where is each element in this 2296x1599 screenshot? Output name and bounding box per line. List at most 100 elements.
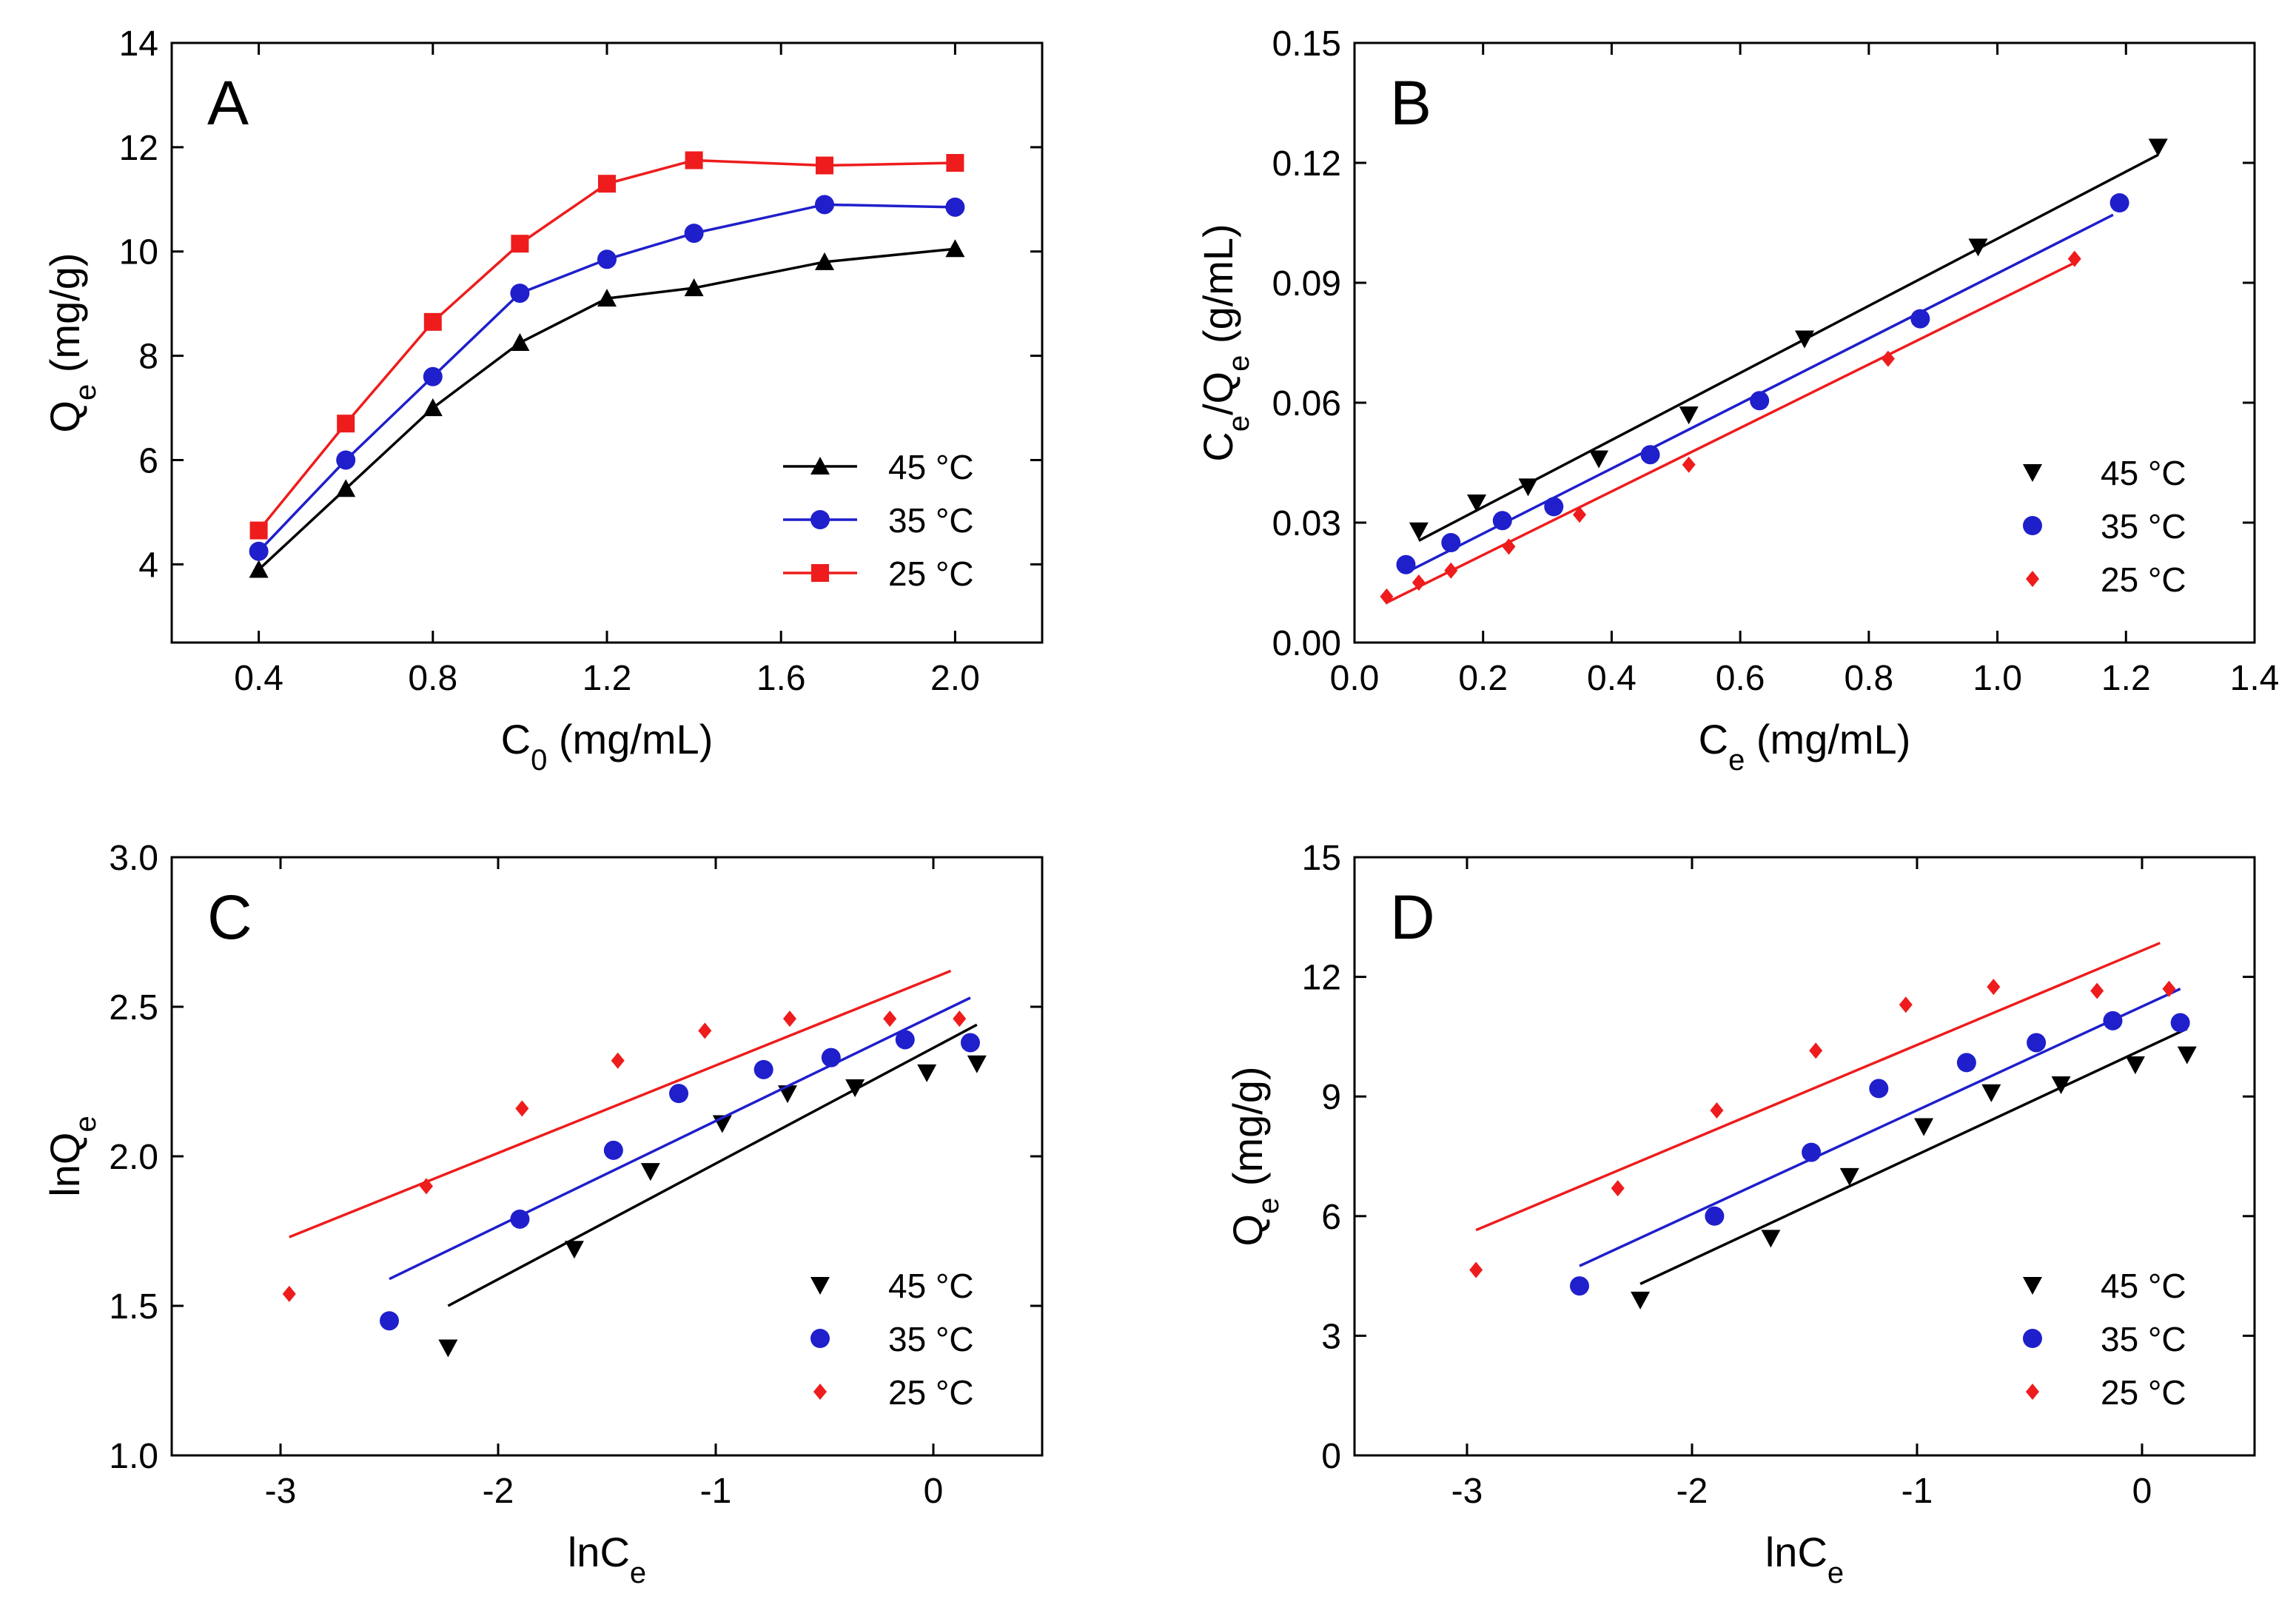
panel-c-data-point	[960, 1033, 980, 1053]
panel-c-y-tick-label: 1.0	[109, 1437, 158, 1476]
panel-b-legend-label: 35 °C	[2101, 507, 2186, 546]
panel-b-legend: 45 °C 35 °C 25 °C	[2023, 454, 2186, 599]
panel-c-data-point	[564, 1241, 584, 1259]
panel-c-x-tick-label: -3	[265, 1472, 297, 1511]
panel-c-data-point	[515, 1100, 529, 1117]
panel-a-data-point	[816, 156, 833, 175]
panel-b-x-tick-label: 0.2	[1458, 659, 1508, 698]
panel-c-data-point	[419, 1178, 433, 1195]
panel-c-data-point	[611, 1052, 625, 1069]
panel-d-data-point	[2162, 980, 2176, 997]
panel-d-data-point	[2170, 1013, 2190, 1033]
panel-b-data-point	[1441, 533, 1461, 552]
panel-a-data-point	[945, 197, 965, 217]
panel-b-x-tick-label: 0.6	[1716, 659, 1765, 698]
panel-d-data-point	[1611, 1180, 1625, 1197]
panel-a-legend-marker	[810, 510, 830, 529]
panel-b: 0.0 0.2 0.4 0.6 0.8 1.0 1.2 1.4 0.00 0.03 0.06 0.09…	[1195, 24, 2279, 777]
panel-a-data-point	[945, 239, 965, 258]
panel-d-x-axis-label: lnCe	[1765, 1529, 1844, 1589]
panel-c-data-point	[753, 1059, 773, 1079]
panel-a-data-point	[249, 521, 268, 540]
panel-a-series-line	[258, 158, 956, 532]
panel-a-y-tick-label: 6	[138, 441, 158, 480]
panel-c-data-point	[380, 1311, 399, 1331]
panel-d-data-point	[1956, 1053, 1976, 1073]
panel-d-series-35	[1570, 988, 2190, 1296]
panel-a-series-45	[249, 239, 965, 578]
panel-b-y-tick-label: 0.00	[1272, 624, 1341, 663]
panel-a-x-axis-label: C0 (mg/mL)	[501, 716, 714, 777]
panel-c-legend-label: 25 °C	[888, 1373, 974, 1412]
panel-c: -3 -2 -1 0 1.0 1.5 2.0 2.5 3.0 lnCe lnQe C 45 °C 35 °…	[41, 839, 1044, 1589]
panel-a-data-point	[336, 479, 356, 497]
panel-c-series-25	[282, 969, 967, 1302]
panel-d-data-point	[1469, 1261, 1483, 1278]
panel-b-data-point	[1411, 574, 1426, 591]
panel-d-legend-marker	[2023, 1329, 2042, 1348]
panel-a-data-point	[597, 249, 617, 269]
panel-a-y-tick-label: 14	[119, 24, 158, 64]
panel-a-y-tick-label: 12	[119, 129, 158, 168]
panel-a-data-point	[510, 333, 530, 352]
panel-b-data-point	[1544, 497, 1564, 517]
panel-b-x-axis-label: Ce (mg/mL)	[1699, 716, 1911, 777]
panel-b-data-point	[1682, 456, 1696, 473]
panel-b-y-axis-label: Ce/Qe (g/mL)	[1195, 224, 1255, 461]
panel-b-data-point	[1679, 406, 1699, 425]
panel-d-data-point	[1899, 996, 1913, 1013]
panel-a-legend-label: 35 °C	[888, 501, 974, 540]
panel-a-y-tick-label: 8	[138, 338, 158, 377]
panel-c-data-point	[967, 1055, 987, 1073]
panel-b-fit-line	[1386, 261, 2075, 604]
panel-c-data-point	[821, 1047, 841, 1067]
panel-d-y-tick-label: 3	[1321, 1317, 1341, 1356]
panel-b-series-45	[1409, 138, 2168, 542]
panel-c-data-point	[438, 1339, 458, 1358]
panel-a-data-point	[510, 284, 530, 304]
panel-b-y-tick-label: 0.09	[1272, 264, 1341, 304]
panel-d-data-point	[2103, 1010, 2123, 1030]
panel-a-data-point	[684, 224, 704, 244]
panel-c-data-point	[510, 1209, 530, 1229]
panel-d-x-tick-label: -3	[1451, 1472, 1483, 1511]
panel-d-y-tick-label: 15	[1302, 839, 1341, 878]
panel-d-y-tick-label: 12	[1302, 959, 1341, 998]
panel-b-data-point	[2067, 250, 2081, 267]
panel-b-legend-marker	[2023, 516, 2042, 535]
panel-b-x-tick-label: 0.0	[1330, 659, 1380, 698]
panel-a-x-tick-label: 1.2	[583, 659, 632, 698]
panel-d-data-point	[1914, 1118, 1934, 1136]
panel-c-y-axis-label: lnQe	[41, 1116, 102, 1196]
panel-a-data-point	[597, 289, 617, 307]
panel-b-data-point	[1380, 588, 1394, 605]
panel-c-y-tick-label: 2.5	[109, 988, 158, 1028]
panel-d-data-point	[2090, 982, 2104, 999]
panel-a-data-point	[337, 415, 355, 433]
panel-d-data-point	[1761, 1230, 1781, 1248]
panel-b-data-point	[1795, 330, 1814, 349]
panel-c-fit-line	[447, 1023, 978, 1307]
panel-a-letter: A	[207, 68, 249, 138]
panel-b-legend-marker	[2023, 463, 2042, 482]
panel-a-data-point	[423, 398, 443, 417]
panel-a-y-tick-label: 4	[138, 546, 158, 585]
panel-b-data-point	[1444, 562, 1458, 579]
panel-d-data-point	[2177, 1046, 2197, 1065]
panel-b-legend-label: 25 °C	[2101, 560, 2186, 599]
panel-a-legend-marker	[811, 564, 829, 582]
panel-b-data-point	[2109, 193, 2129, 212]
panel-b-y-tick-label: 0.06	[1272, 384, 1341, 423]
panel-d-legend: 45 °C 35 °C 25 °C	[2023, 1267, 2186, 1412]
panel-d-x-tick-label: 0	[2132, 1472, 2152, 1511]
panel-d-data-point	[1570, 1276, 1589, 1296]
panel-d-letter: D	[1390, 882, 1435, 952]
panel-d-fit-line	[1579, 988, 2181, 1267]
panel-d-data-point	[1839, 1167, 1859, 1186]
panel-d-legend-label: 25 °C	[2101, 1373, 2186, 1412]
panel-c-series-45	[438, 1023, 987, 1358]
panel-a-y-tick-label: 10	[119, 233, 158, 272]
panel-a-data-point	[685, 151, 703, 170]
panel-d-legend-label: 45 °C	[2101, 1267, 2186, 1305]
